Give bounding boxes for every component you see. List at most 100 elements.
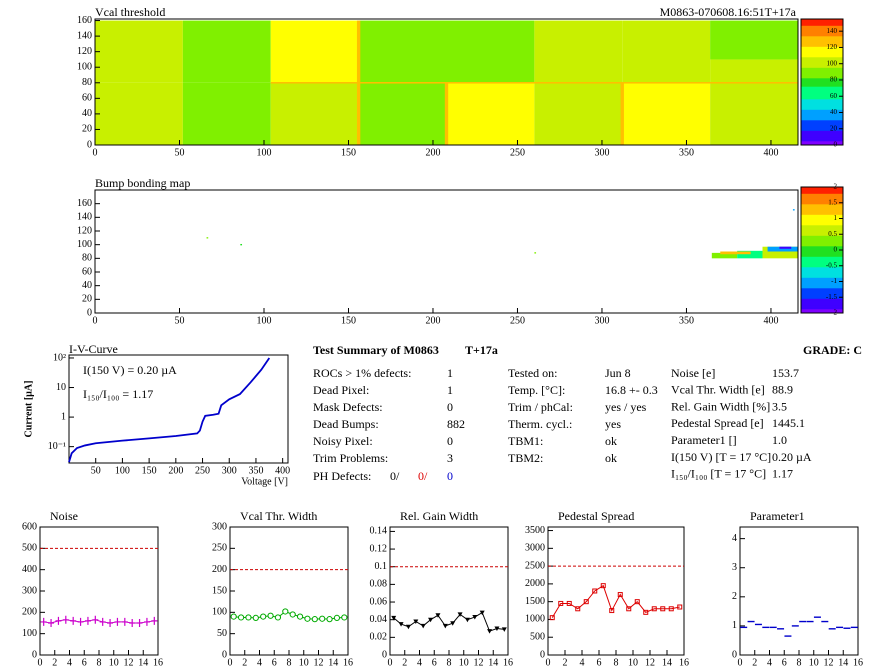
marker bbox=[48, 619, 55, 627]
y-tick-label: 0 bbox=[32, 649, 37, 660]
colorbar-label: -1.5 bbox=[826, 293, 838, 301]
marker bbox=[450, 621, 456, 626]
y-tick-label: 2 bbox=[732, 591, 737, 602]
x-tick-label: 300 bbox=[594, 315, 609, 326]
x-tick-label: 10 bbox=[809, 657, 819, 668]
plot-frame bbox=[389, 526, 509, 656]
colorbar-step bbox=[801, 132, 843, 135]
x-tick-label: 2 bbox=[242, 657, 247, 668]
x-tick-label: 350 bbox=[248, 465, 263, 476]
chart-title: Rel. Gain Width bbox=[400, 509, 478, 523]
heatmap-cell bbox=[622, 82, 711, 145]
y-tick-label: 10⁻¹ bbox=[48, 441, 66, 452]
x-tick-label: 100 bbox=[256, 315, 271, 326]
y-tick-label: 1500 bbox=[525, 596, 545, 607]
colorbar-step bbox=[801, 199, 843, 203]
summary-label: ROCs > 1% defects: bbox=[313, 366, 411, 380]
marker bbox=[311, 616, 318, 623]
y-tick-label: 0 bbox=[222, 649, 227, 660]
y-tick-label: 50 bbox=[217, 628, 227, 639]
colorbar-step bbox=[801, 121, 843, 125]
colorbar-step bbox=[801, 226, 843, 230]
x-tick-label: 8 bbox=[97, 657, 102, 668]
marker bbox=[341, 614, 348, 621]
summary-value: 0 bbox=[447, 469, 453, 483]
marker bbox=[677, 604, 683, 610]
x-tick-label: 10 bbox=[109, 657, 119, 668]
heatmap-cell bbox=[710, 20, 798, 60]
summary-value: 1.17 bbox=[772, 467, 793, 481]
colorbar-step bbox=[801, 222, 843, 226]
colorbar-step bbox=[801, 142, 843, 146]
y-tick-label: 20 bbox=[82, 124, 92, 135]
x-tick-label: 16 bbox=[503, 657, 513, 668]
summary-value: ok bbox=[605, 451, 617, 465]
x-tick-label: 250 bbox=[195, 465, 210, 476]
marker bbox=[245, 614, 252, 621]
x-tick-label: 10 bbox=[628, 657, 638, 668]
plot-frame bbox=[94, 18, 799, 146]
colorbar-step bbox=[801, 23, 843, 26]
y-tick-label: 80 bbox=[82, 253, 92, 264]
heatmap-cell bbox=[240, 243, 243, 246]
marker bbox=[413, 619, 419, 624]
heatmap-cell bbox=[446, 82, 535, 145]
marker bbox=[107, 619, 114, 627]
colorbar-label: 60 bbox=[830, 92, 838, 100]
y-tick-label: 3000 bbox=[525, 543, 545, 554]
colorbar-step bbox=[801, 229, 843, 232]
heatmap-cell bbox=[534, 82, 623, 145]
summary-value: Jun 8 bbox=[605, 366, 631, 380]
heatmap-cell bbox=[182, 82, 271, 145]
heatmap-cell bbox=[620, 82, 624, 145]
heatmap-cell bbox=[710, 59, 798, 83]
colorbar-label: 20 bbox=[830, 124, 838, 132]
marker bbox=[391, 615, 397, 621]
heatmap-cell bbox=[270, 82, 798, 84]
x-tick-label: 250 bbox=[510, 147, 525, 158]
annotation: I(150 V) = 0.20 µA bbox=[83, 363, 177, 377]
heatmap-cell bbox=[534, 20, 623, 83]
colorbar-step bbox=[801, 65, 843, 68]
colorbar-step bbox=[801, 279, 843, 282]
y-tick-label: 0 bbox=[382, 649, 387, 660]
colorbar-step bbox=[801, 113, 843, 117]
y-tick-label: 300 bbox=[22, 585, 37, 596]
plot-frame bbox=[547, 526, 685, 656]
marker bbox=[260, 613, 267, 620]
y-tick-label: 600 bbox=[22, 521, 37, 532]
y-tick-label: 40 bbox=[82, 108, 92, 119]
marker bbox=[84, 616, 91, 625]
plot-frame bbox=[229, 526, 349, 656]
x-tick-label: 12 bbox=[474, 657, 484, 668]
x-tick-label: 12 bbox=[124, 657, 134, 668]
marker bbox=[129, 619, 136, 627]
heatmap-cell bbox=[95, 20, 183, 83]
summary-label: Therm. cycl.: bbox=[508, 417, 572, 431]
colorbar-label: 2 bbox=[834, 183, 838, 191]
colorbar-label: 140 bbox=[827, 27, 838, 35]
y-tick-label: 10² bbox=[53, 352, 66, 363]
colorbar-frame bbox=[800, 18, 844, 146]
marker bbox=[114, 617, 121, 626]
colorbar-step bbox=[801, 283, 843, 287]
y-tick-label: 60 bbox=[82, 266, 92, 277]
marker bbox=[472, 615, 478, 620]
summary-label: Tested on: bbox=[508, 366, 557, 380]
summary-value: 0/ bbox=[418, 469, 428, 483]
data-line bbox=[551, 584, 680, 618]
colorbar-step bbox=[801, 287, 843, 291]
summary-label: I(150 V) [T = 17 °C] bbox=[671, 450, 771, 464]
x-tick-label: 6 bbox=[782, 657, 787, 668]
summary-label: Temp. [°C]: bbox=[508, 383, 565, 397]
colorbar-label: 100 bbox=[827, 59, 838, 67]
x-tick-label: 200 bbox=[168, 465, 183, 476]
x-axis-label: Voltage [V] bbox=[241, 476, 288, 487]
colorbar-label: 80 bbox=[830, 76, 838, 84]
colorbar-step bbox=[801, 77, 843, 81]
y-tick-label: 100 bbox=[22, 628, 37, 639]
colorbar-step bbox=[801, 138, 843, 142]
colorbar-step bbox=[801, 193, 843, 196]
marker bbox=[267, 612, 274, 619]
colorbar-step bbox=[801, 266, 843, 270]
